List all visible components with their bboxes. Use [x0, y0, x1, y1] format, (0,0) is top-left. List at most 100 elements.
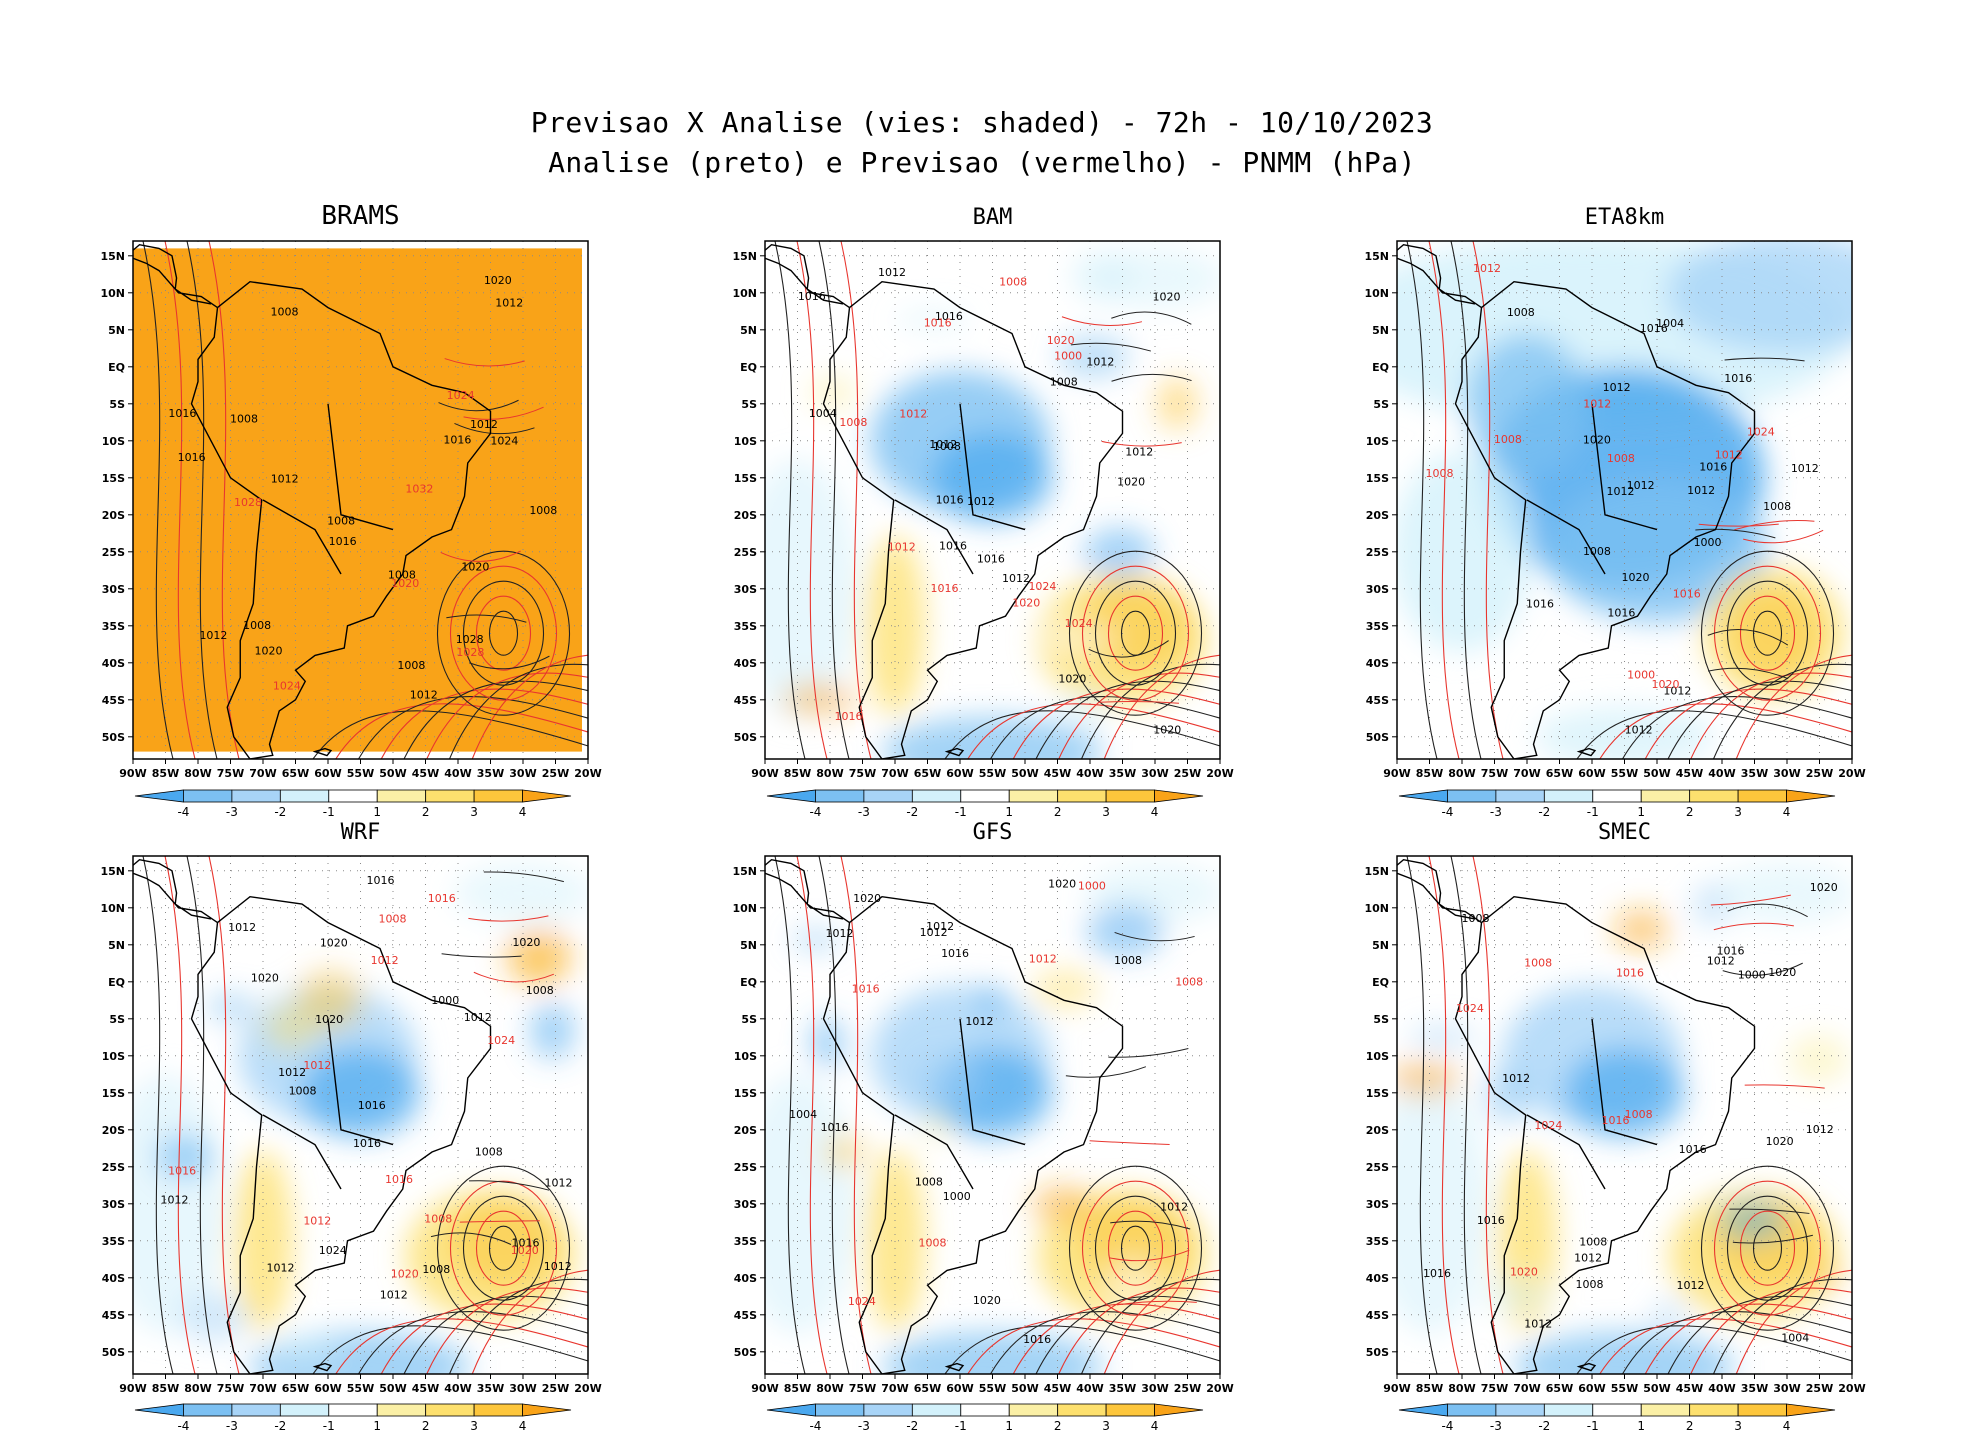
contour-label-forecast: 1008	[1175, 975, 1203, 988]
contour-label-analysis: 1020	[853, 892, 881, 905]
lat-tick-label: 5S	[109, 398, 125, 411]
contour-labels: 1012101210081012101610201012101210161008…	[161, 874, 573, 1302]
lon-tick-label: 80W	[184, 767, 211, 780]
lat-tick-label: 35S	[1366, 620, 1389, 633]
figure-title-line1: Previsao X Analise (vies: shaded) - 72h …	[530, 106, 1434, 139]
contour-label-analysis: 1016	[1699, 461, 1727, 474]
axes: 15N 10N 5N EQ 5S 10S 15S 20S 25S 30S 35S 40S 45S 50S 9…	[1364, 865, 1865, 1395]
lon-tick-label: 60W	[946, 1382, 973, 1395]
lat-tick-label: 25S	[102, 546, 125, 559]
lat-tick-label: 10N	[1364, 902, 1389, 915]
contour-label-analysis: 1016	[329, 535, 357, 548]
colorbar-label: -3	[225, 1419, 237, 1433]
lon-tick-label: 75W	[849, 767, 876, 780]
lat-tick-label: 20S	[102, 509, 125, 522]
lat-tick-label: 5S	[741, 1013, 757, 1026]
lat-tick-label: 15S	[102, 472, 125, 485]
lat-tick-label: 45S	[734, 694, 757, 707]
lat-tick-label: 40S	[1366, 1272, 1389, 1285]
panel-title: ETA8km	[1584, 205, 1665, 230]
colorbar-label: -3	[857, 1419, 869, 1433]
contour-label-analysis: 1000	[431, 994, 459, 1007]
isobars	[142, 856, 588, 1374]
colorbar-label: -4	[809, 805, 821, 819]
contour-label-analysis: 1012	[920, 926, 948, 939]
lon-tick-label: 35W	[1741, 767, 1768, 780]
contour-label-forecast: 1016	[428, 892, 456, 905]
contour-label-analysis: 1020	[512, 936, 540, 949]
contour-label-forecast: 1024	[273, 680, 301, 693]
contour-label-analysis: 1008	[475, 1146, 503, 1159]
contour-label-analysis: 1016	[798, 290, 826, 303]
lat-tick-label: EQ	[108, 361, 125, 374]
contour-label-forecast: 1008	[919, 1236, 947, 1249]
lon-tick-label: 55W	[979, 1382, 1006, 1395]
contour-label-analysis: 1008	[1114, 954, 1142, 967]
contour-label-analysis: 1012	[929, 438, 957, 451]
contour-label-analysis: 1020	[251, 972, 279, 985]
colorbar-label: 2	[1685, 805, 1693, 819]
colorbar-swatch	[959, 1403, 1010, 1417]
lat-tick-label: 20S	[734, 1124, 757, 1137]
contour-label-analysis: 1012	[544, 1260, 572, 1273]
colorbar-label: 3	[1102, 1419, 1110, 1433]
lon-tick-label: 50W	[1643, 767, 1670, 780]
colorbar-swatch	[182, 789, 232, 803]
lon-tick-label: 75W	[1481, 767, 1508, 780]
colorbar-label: 4	[1150, 1419, 1158, 1433]
lon-tick-label: 85W	[1416, 767, 1443, 780]
contour-label-analysis: 1012	[1524, 1317, 1552, 1330]
colorbar-swatch	[814, 1403, 864, 1417]
lat-tick-label: 30S	[1366, 1198, 1389, 1211]
contour-label-forecast: 1012	[1715, 449, 1743, 462]
contour-label-analysis: 1024	[319, 1244, 347, 1257]
lon-tick-label: 40W	[444, 767, 471, 780]
contour-label-analysis: 1012	[495, 296, 523, 309]
lon-tick-label: 80W	[816, 1382, 843, 1395]
lat-tick-label: 45S	[1366, 694, 1389, 707]
contour-labels: 1012 1008 1008 1008 1012 1008 1008 1012 1016 1020…	[168, 274, 557, 701]
colorbar: -4 -3 -2 -1 1 2 3 4	[1398, 789, 1835, 819]
lon-tick-label: 65W	[1546, 767, 1573, 780]
colorbar-label: 1	[1637, 1419, 1645, 1433]
lon-tick-label: 55W	[347, 767, 374, 780]
contour-label-forecast: 1012	[888, 541, 916, 554]
lon-tick-label: 80W	[1448, 767, 1475, 780]
lon-tick-label: 50W	[1011, 1382, 1038, 1395]
lat-tick-label: 5N	[740, 939, 757, 952]
lat-tick-label: 30S	[734, 1198, 757, 1211]
lat-tick-label: 15N	[732, 865, 757, 878]
lat-tick-label: 50S	[102, 731, 125, 744]
contour-label-forecast: 1024	[1534, 1119, 1562, 1132]
lon-tick-label: 35W	[1741, 1382, 1768, 1395]
bias-shading	[765, 241, 1220, 759]
contour-label-analysis: 1004	[809, 407, 837, 420]
lon-tick-label: 45W	[1044, 1382, 1071, 1395]
panel-eta8km: ETA8km 1008 1012 1012 1016 1012 1012 1016 1016 10…	[1357, 201, 1892, 819]
lat-tick-label: 10S	[1366, 1050, 1389, 1063]
lon-tick-label: 25W	[542, 767, 569, 780]
lon-tick-label: 65W	[914, 767, 941, 780]
lon-tick-label: 90W	[1383, 1382, 1410, 1395]
contour-label-analysis: 1012	[278, 1066, 306, 1079]
contour-label-analysis: 1012	[1663, 685, 1691, 698]
map-smec: 1012100810121012101610121016101610201008…	[1364, 855, 1866, 1395]
coastline	[1397, 858, 1756, 1374]
contour-label-analysis: 1012	[271, 473, 299, 486]
contour-label-forecast: 1016	[168, 1165, 196, 1178]
contour-label-forecast: 1012	[899, 407, 927, 420]
contour-label-analysis: 1020	[254, 644, 282, 657]
lon-tick-label: 40W	[1708, 1382, 1735, 1395]
colorbar-label: -2	[274, 805, 286, 819]
contour-label-analysis: 1020	[1058, 673, 1086, 686]
coastline	[1397, 243, 1756, 759]
lon-tick-label: 20W	[1206, 1382, 1233, 1395]
contour-label-analysis: 1016	[178, 451, 206, 464]
colorbar-swatch	[327, 789, 378, 803]
colorbar-swatch	[959, 789, 1010, 803]
contour-label-analysis: 1016	[1724, 372, 1752, 385]
colorbar-swatch	[1591, 789, 1642, 803]
contour-label-analysis: 1016	[939, 540, 967, 553]
colorbar-label: 2	[1053, 805, 1061, 819]
colorbar-swatch	[1056, 1403, 1107, 1417]
